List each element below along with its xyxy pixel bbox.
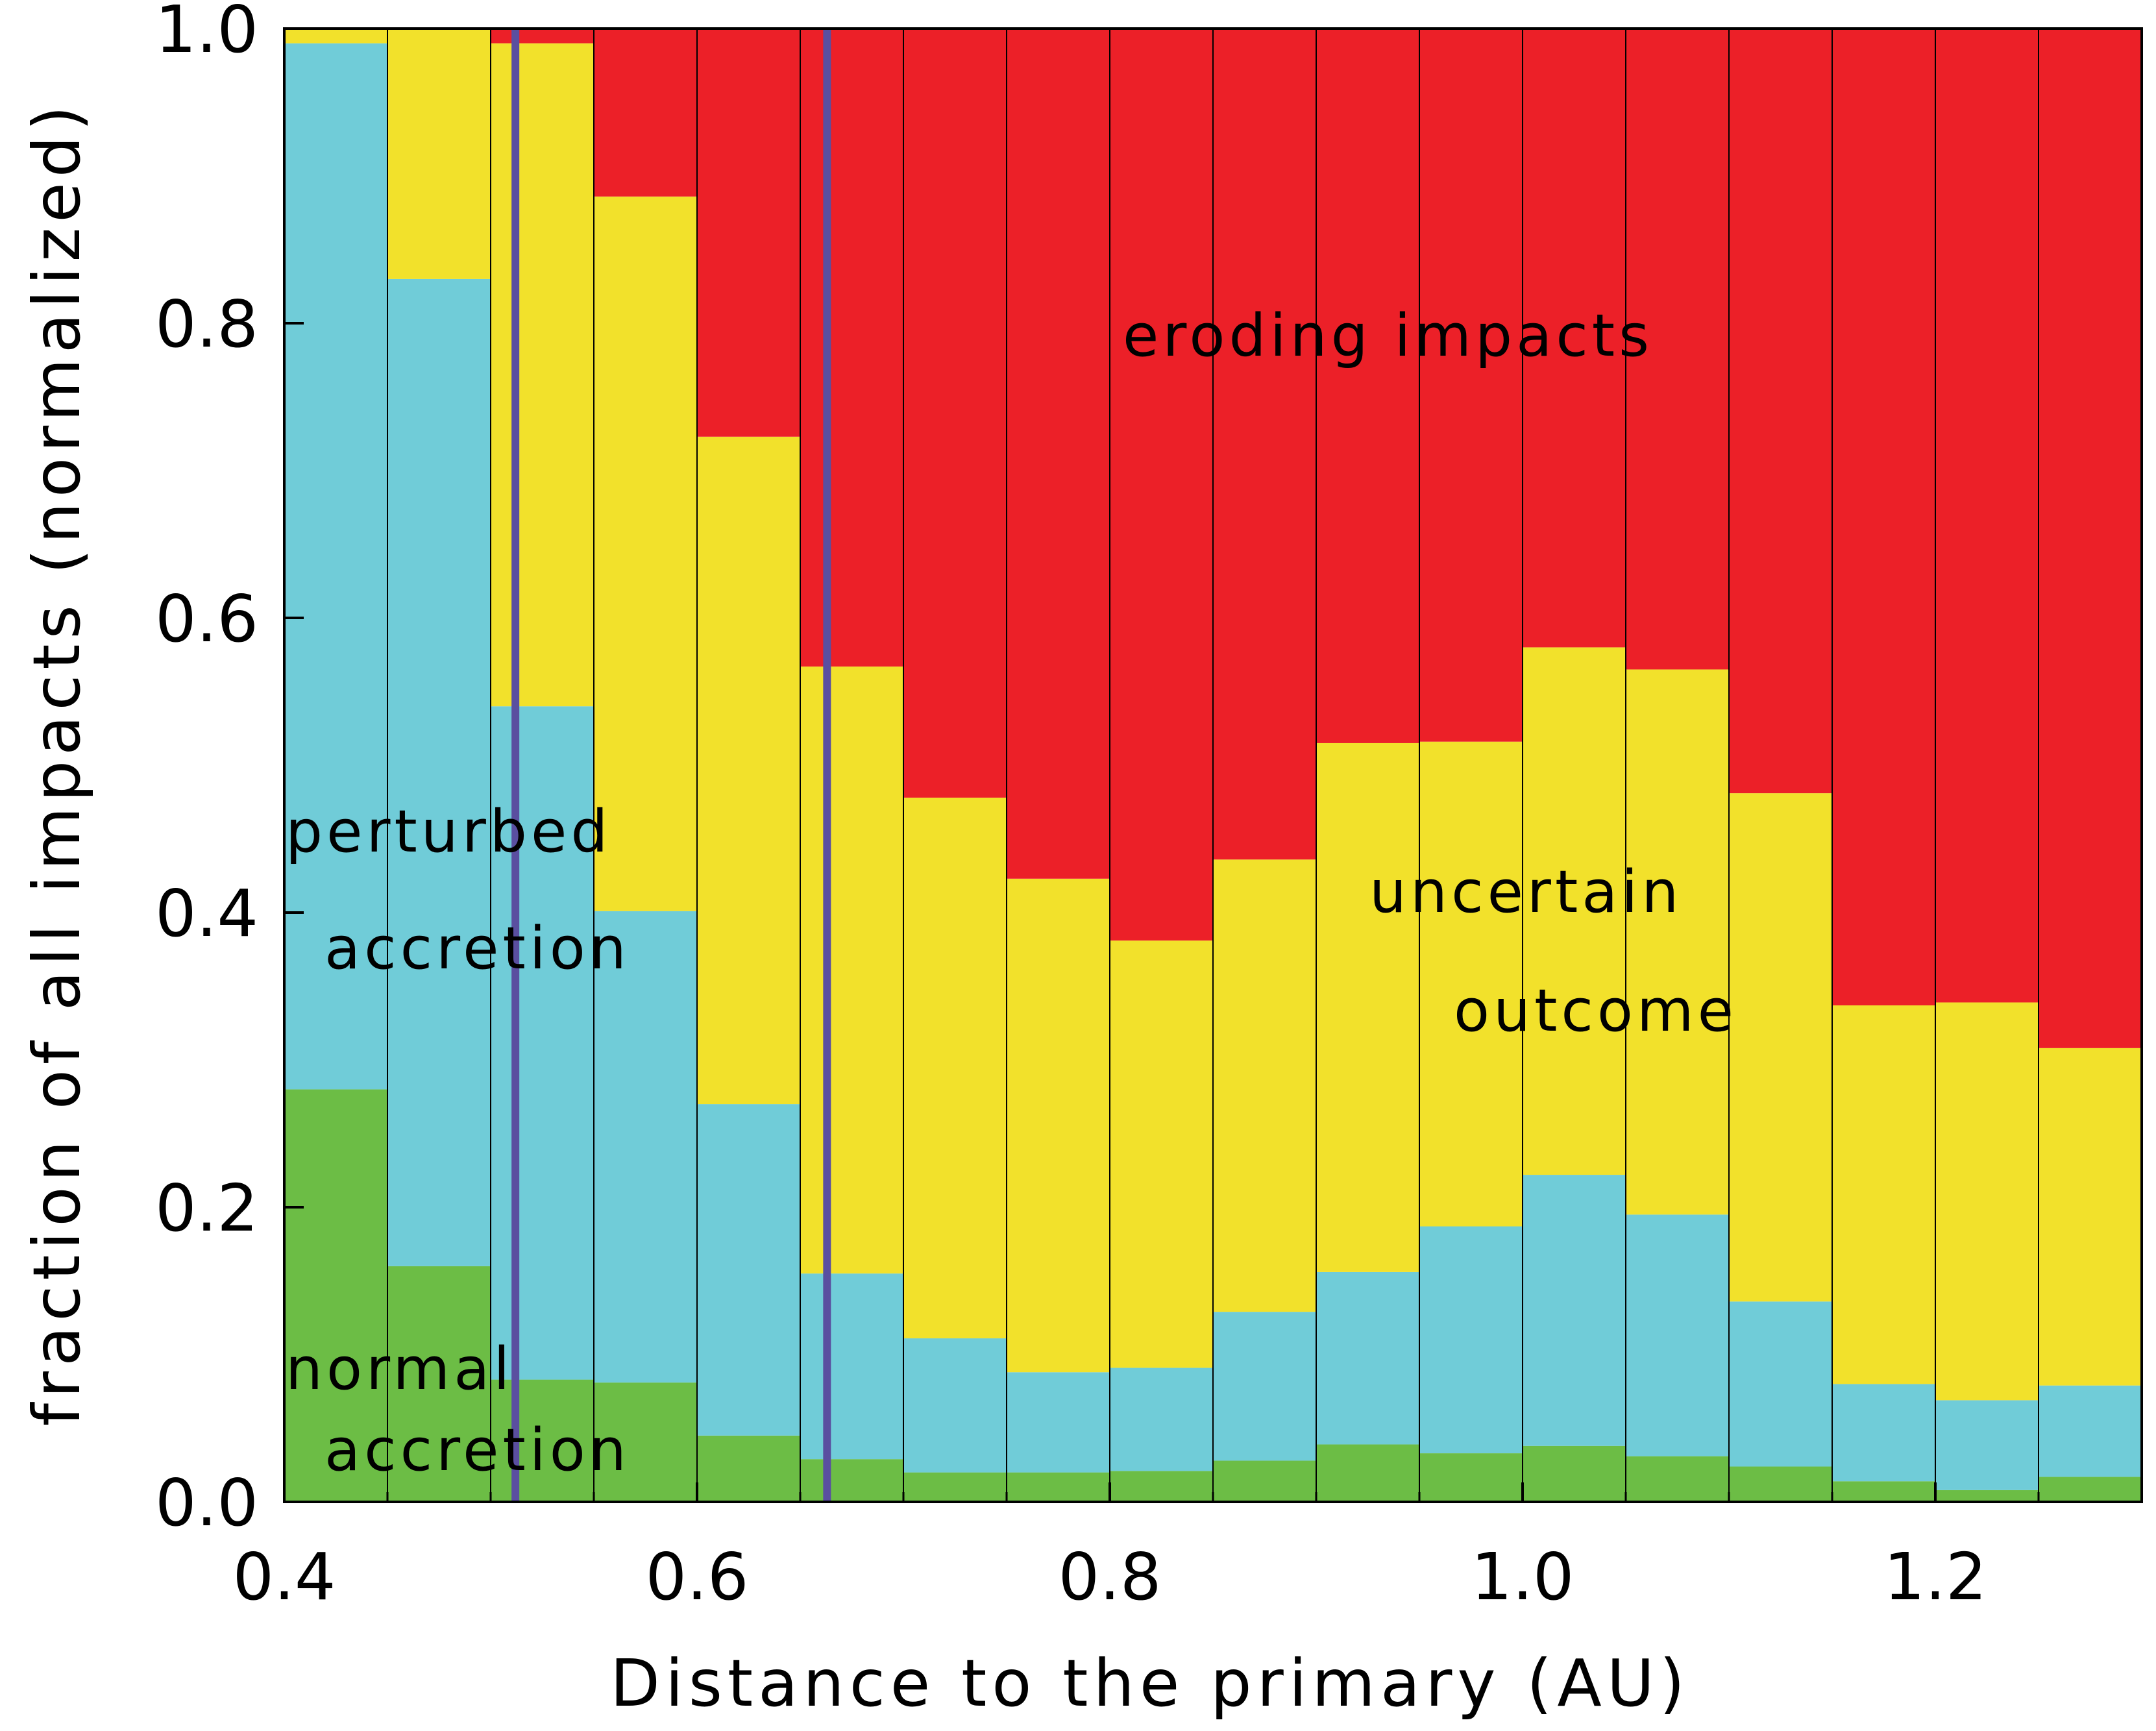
bar-perturbed-accretion-13 (1626, 1214, 1730, 1456)
bar-uncertain-outcome-4 (697, 436, 801, 1105)
y-tick-label-5: 1.0 (155, 0, 258, 68)
x-tick-label-4: 1.2 (1883, 1539, 1987, 1615)
x-tick-label-0: 0.4 (232, 1539, 336, 1615)
bar-normal-accretion-8 (1110, 1471, 1214, 1502)
bar-uncertain-outcome-8 (1110, 940, 1214, 1368)
bar-uncertain-outcome-15 (1832, 1005, 1936, 1384)
bar-eroding-impacts-11 (1419, 29, 1523, 742)
label-eroding-impacts: eroding impacts (1123, 302, 1653, 370)
bar-normal-accretion-10 (1316, 1444, 1420, 1502)
bar-uncertain-outcome-2 (491, 43, 594, 707)
bar-eroding-impacts-17 (2039, 29, 2142, 1048)
x-tick-label-1: 0.6 (645, 1539, 748, 1615)
bar-eroding-impacts-13 (1626, 29, 1730, 670)
y-ticks: 0.0 0.2 0.4 0.6 0.8 1.0 (155, 0, 304, 1541)
bar-uncertain-outcome-14 (1729, 793, 1833, 1302)
bar-normal-accretion-17 (2039, 1477, 2142, 1502)
bar-normal-accretion-3 (594, 1382, 698, 1502)
label-perturbed: perturbed (286, 798, 611, 866)
bar-eroding-impacts-7 (1007, 29, 1110, 879)
bar-perturbed-accretion-3 (594, 911, 698, 1383)
bar-perturbed-accretion-2 (491, 706, 594, 1380)
bar-eroding-impacts-4 (697, 29, 801, 437)
bar-uncertain-outcome-3 (594, 196, 698, 911)
bar-perturbed-accretion-5 (800, 1273, 904, 1460)
bar-perturbed-accretion-16 (1935, 1400, 2039, 1490)
bar-normal-accretion-2 (491, 1379, 594, 1502)
label-normal-accretion: accretion (325, 1416, 630, 1484)
bar-perturbed-accretion-17 (2039, 1385, 2142, 1477)
bar-normal-accretion-1 (387, 1266, 491, 1502)
bar-perturbed-accretion-10 (1316, 1271, 1420, 1445)
bar-normal-accretion-13 (1626, 1456, 1730, 1502)
bar-eroding-impacts-14 (1729, 29, 1833, 794)
label-outcome: outcome (1454, 977, 1737, 1045)
bar-normal-accretion-5 (800, 1459, 904, 1502)
bin-dividers (387, 29, 2039, 1502)
y-axis-title: fraction of all impacts (normalized) (19, 101, 95, 1426)
bar-eroding-impacts-6 (903, 29, 1007, 798)
bar-perturbed-accretion-0 (284, 43, 388, 1090)
label-perturbed-accretion: accretion (325, 915, 630, 983)
bar-perturbed-accretion-8 (1110, 1368, 1214, 1471)
bar-eroding-impacts-9 (1213, 29, 1317, 860)
bar-eroding-impacts-10 (1316, 29, 1420, 743)
y-tick-label-3: 0.6 (155, 581, 258, 657)
bar-normal-accretion-0 (284, 1089, 388, 1502)
bar-uncertain-outcome-7 (1007, 878, 1110, 1373)
label-normal: normal (286, 1335, 513, 1403)
bar-uncertain-outcome-9 (1213, 859, 1317, 1312)
bar-normal-accretion-11 (1419, 1453, 1523, 1502)
x-tick-label-2: 0.8 (1058, 1539, 1161, 1615)
bar-normal-accretion-7 (1007, 1472, 1110, 1502)
bar-eroding-impacts-16 (1935, 29, 2039, 1003)
bar-uncertain-outcome-12 (1523, 647, 1626, 1175)
bar-normal-accretion-15 (1832, 1481, 1936, 1502)
x-tick-label-3: 1.0 (1471, 1539, 1574, 1615)
x-ticks: 0.4 0.6 0.8 1.0 1.2 (232, 1482, 2143, 1615)
bar-perturbed-accretion-9 (1213, 1312, 1317, 1461)
bar-normal-accretion-6 (903, 1472, 1007, 1502)
label-uncertain: uncertain (1369, 858, 1682, 926)
y-tick-label-4: 0.8 (155, 286, 258, 362)
bar-eroding-impacts-2 (491, 29, 594, 43)
bar-perturbed-accretion-4 (697, 1104, 801, 1436)
y-tick-label-2: 0.4 (155, 876, 258, 951)
y-tick-label-0: 0.0 (155, 1465, 258, 1541)
bar-uncertain-outcome-1 (387, 29, 491, 279)
bar-uncertain-outcome-5 (800, 666, 904, 1274)
bar-uncertain-outcome-6 (903, 797, 1007, 1339)
bar-normal-accretion-14 (1729, 1466, 1833, 1502)
bar-uncertain-outcome-10 (1316, 743, 1420, 1272)
bar-perturbed-accretion-14 (1729, 1301, 1833, 1467)
bar-eroding-impacts-3 (594, 29, 698, 197)
bar-eroding-impacts-8 (1110, 29, 1214, 941)
bar-uncertain-outcome-16 (1935, 1002, 2039, 1401)
bar-perturbed-accretion-12 (1523, 1175, 1626, 1446)
bar-normal-accretion-9 (1213, 1460, 1317, 1502)
bar-normal-accretion-4 (697, 1435, 801, 1502)
bar-perturbed-accretion-15 (1832, 1384, 1936, 1482)
bar-eroding-impacts-5 (800, 29, 904, 667)
y-tick-label-1: 0.2 (155, 1170, 258, 1246)
x-axis-title: Distance to the primary (AU) (610, 1645, 1690, 1721)
bar-perturbed-accretion-11 (1419, 1226, 1523, 1454)
bar-perturbed-accretion-7 (1007, 1372, 1110, 1473)
bar-uncertain-outcome-11 (1419, 741, 1523, 1227)
bar-uncertain-outcome-0 (284, 29, 388, 43)
bar-normal-accretion-12 (1523, 1445, 1626, 1502)
bar-uncertain-outcome-17 (2039, 1048, 2142, 1386)
bar-normal-accretion-16 (1935, 1490, 2039, 1502)
bar-uncertain-outcome-13 (1626, 669, 1730, 1215)
bar-perturbed-accretion-1 (387, 278, 491, 1266)
bar-perturbed-accretion-6 (903, 1338, 1007, 1473)
bar-eroding-impacts-12 (1523, 29, 1626, 648)
reference-lines (511, 29, 831, 1502)
bars-layer (284, 29, 2142, 1502)
bar-eroding-impacts-15 (1832, 29, 1936, 1006)
